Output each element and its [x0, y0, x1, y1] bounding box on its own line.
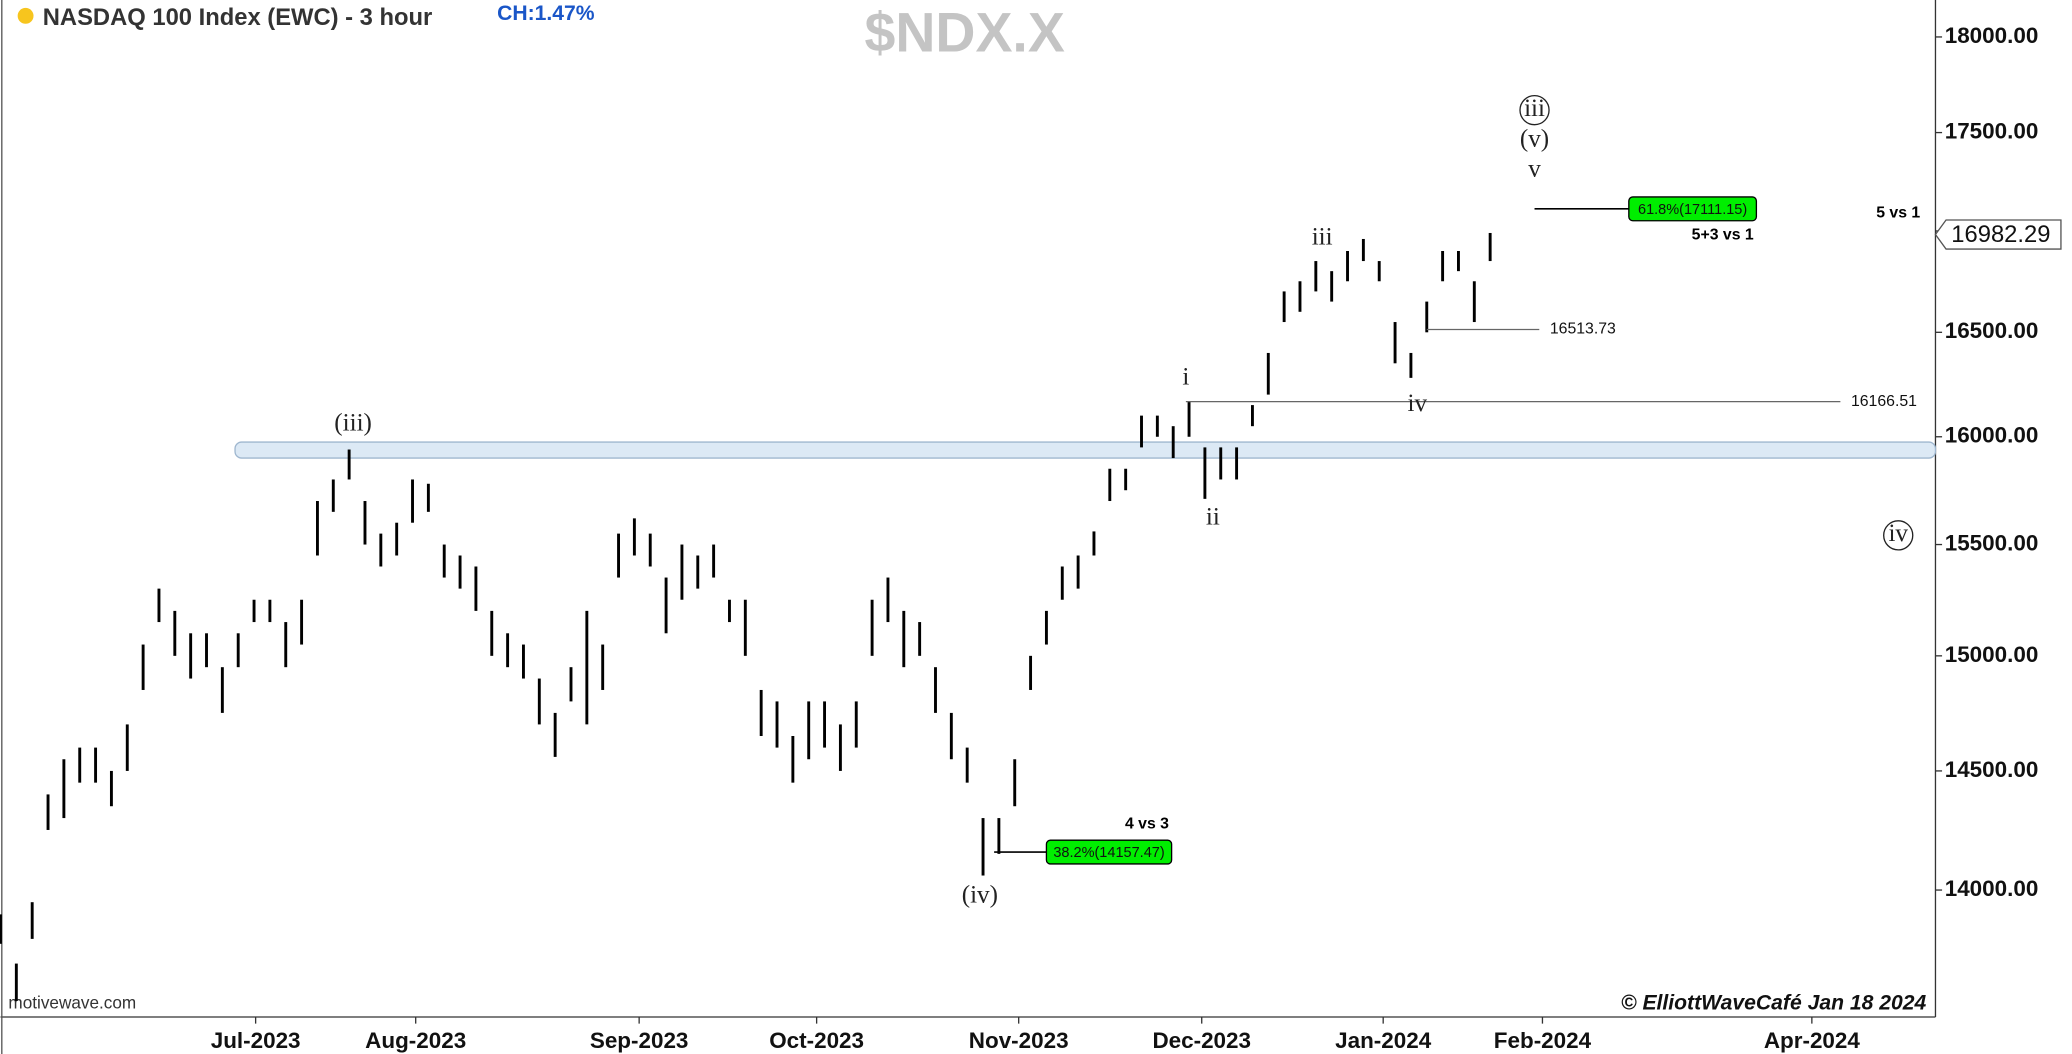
wave-label: iv — [1888, 520, 1908, 547]
last-price-label: 16982.29 — [1951, 221, 2050, 248]
target-label: 38.2%(14157.47) — [1053, 845, 1164, 861]
wave-label: iv — [1407, 390, 1427, 417]
x-tick-label: Apr-2024 — [1764, 1028, 1861, 1053]
last-price-flag — [1934, 219, 2062, 250]
x-tick-label: Sep-2023 — [590, 1028, 689, 1053]
chart-title: NASDAQ 100 Index (EWC) - 3 hour — [43, 4, 433, 31]
wave-circle — [1519, 94, 1550, 126]
level-label: 16166.51 — [1851, 393, 1917, 410]
level-label: 16513.73 — [1550, 321, 1616, 338]
x-tick-label: Aug-2023 — [365, 1028, 466, 1053]
note-label: 5 vs 1 — [1876, 205, 1920, 222]
source-label: motivewave.com — [8, 992, 136, 1012]
support-zone — [234, 441, 1937, 459]
x-tick-label: Jan-2024 — [1335, 1028, 1432, 1053]
y-tick-label: 17500.00 — [1945, 119, 2039, 144]
x-tick-label: Dec-2023 — [1152, 1028, 1251, 1053]
target-box — [1628, 196, 1758, 222]
x-tick-label: Nov-2023 — [969, 1028, 1069, 1053]
target-label: 61.8%(17111.15) — [1638, 202, 1747, 218]
wave-label: v — [1528, 156, 1541, 183]
wave-label: (iv) — [962, 881, 998, 908]
target-note: 4 vs 3 — [1125, 816, 1169, 833]
x-tick-label: Oct-2023 — [769, 1028, 864, 1053]
y-tick-label: 16500.00 — [1945, 318, 2039, 343]
y-tick-label: 16000.00 — [1945, 423, 2039, 448]
change-label: CH:1.47% — [497, 2, 595, 25]
y-tick-label: 15500.00 — [1945, 530, 2039, 555]
y-tick-label: 15000.00 — [1945, 642, 2039, 667]
x-tick-label: Feb-2024 — [1494, 1028, 1592, 1053]
y-tick-label: 14000.00 — [1945, 876, 2039, 901]
credit-label: © ElliottWaveCafé Jan 18 2024 — [1621, 991, 1926, 1014]
symbol-watermark: $NDX.X — [864, 2, 1064, 64]
wave-label: i — [1182, 363, 1189, 390]
y-tick-label: 18000.00 — [1945, 23, 2039, 48]
status-dot — [17, 7, 34, 24]
x-tick-label: Jul-2023 — [211, 1028, 301, 1053]
wave-label: (v) — [1520, 125, 1549, 152]
wave-circle — [1883, 520, 1914, 551]
wave-label: iii — [1524, 95, 1545, 122]
wave-label: ii — [1206, 503, 1220, 530]
target-note: 5+3 vs 1 — [1692, 226, 1754, 243]
wave-label: (iii) — [334, 410, 372, 437]
target-box — [1045, 839, 1173, 865]
wave-label: iii — [1312, 224, 1333, 251]
y-tick-label: 14500.00 — [1945, 757, 2039, 782]
